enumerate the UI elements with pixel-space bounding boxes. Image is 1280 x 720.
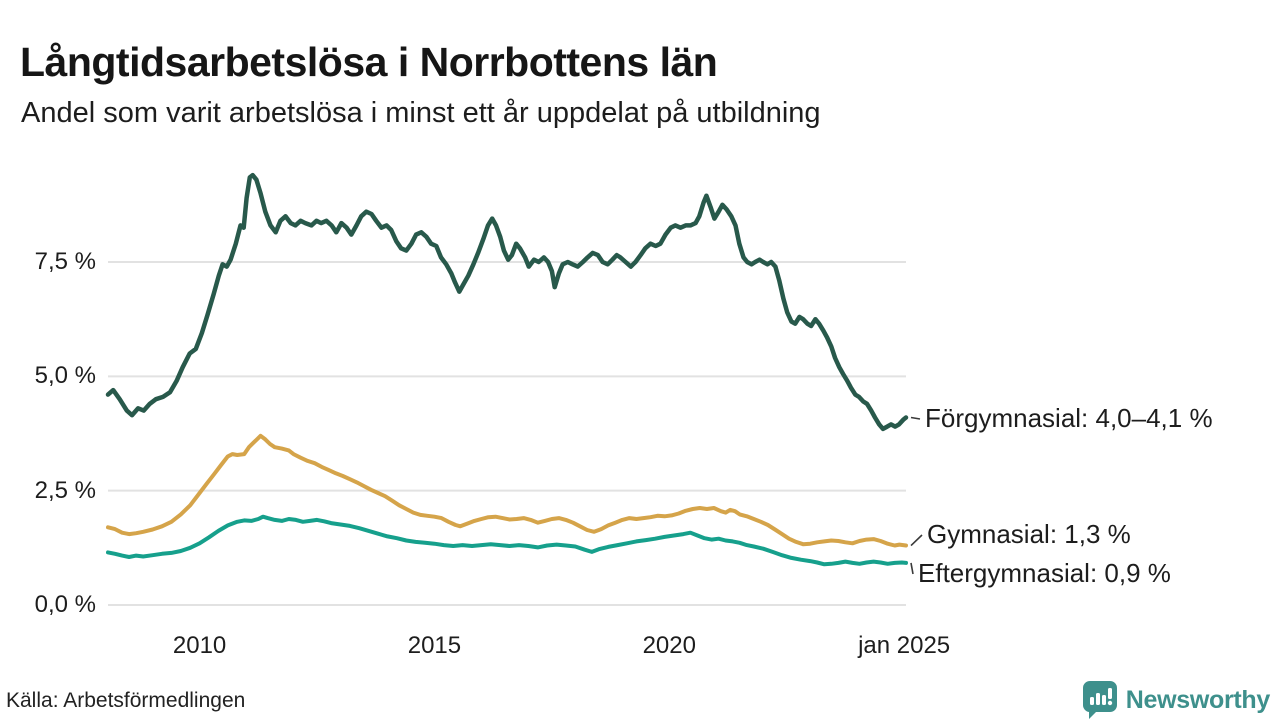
x-axis-tick-label: 2020 — [642, 632, 696, 659]
annotation-leader — [910, 534, 923, 547]
newsworthy-bubble-chart-icon — [1082, 681, 1117, 719]
brand-name: Newsworthy — [1125, 685, 1271, 714]
series-line-förgymnasial — [105, 172, 909, 432]
source-credit: Källa: Arbetsförmedlingen — [6, 689, 246, 712]
page-title: Långtidsarbetslösa i Norrbottens län — [20, 39, 718, 86]
y-axis-tick-label: 7,5 % — [34, 248, 96, 275]
x-axis-tick-label: 2015 — [407, 632, 462, 659]
series-line-gymnasial — [106, 433, 908, 548]
x-axis-tick-label: 2010 — [172, 632, 227, 659]
page-subtitle: Andel som varit arbetslösa i minst ett å… — [21, 97, 821, 129]
y-axis-tick-label: 5,0 % — [34, 362, 96, 390]
series-label-forgymnasial: Förgymnasial: 4,0–4,1 % — [925, 402, 1213, 433]
annotation-leader — [910, 416, 921, 420]
series-label-gymnasial: Gymnasial: 1,3 % — [927, 518, 1131, 549]
series-label-eftergymnasial: Eftergymnasial: 0,9 % — [918, 557, 1171, 588]
series-line-eftergymnasial — [106, 514, 908, 567]
x-axis-tick-label: jan 2025 — [858, 632, 951, 659]
annotation-leader — [910, 562, 914, 575]
y-axis-tick-label: 0,0 % — [34, 591, 96, 618]
y-axis-tick-label: 2,5 % — [34, 476, 96, 504]
newsworthy-logo: Newsworthy — [1082, 681, 1271, 719]
